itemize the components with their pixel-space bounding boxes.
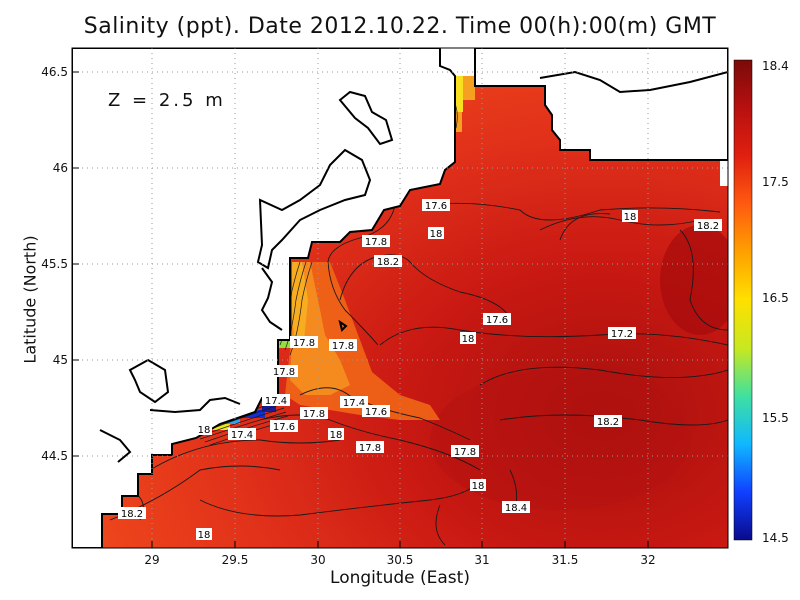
contour-label: 17.8 [293, 338, 315, 349]
contour-label: 17.8 [332, 341, 354, 352]
y-tick-label: 45 [53, 353, 68, 367]
colorbar-label: 14.5 [762, 531, 789, 545]
contour-label: 18 [462, 334, 475, 345]
contour-label-box [608, 327, 636, 339]
x-tick-label: 30.5 [387, 553, 414, 567]
contour-label-box [460, 332, 476, 344]
contour-lines [109, 202, 728, 546]
contour-label: 18.4 [505, 503, 527, 514]
map-title: Salinity (ppt). Date 2012.10.22. Time 00… [83, 14, 717, 39]
contour-label-box [362, 235, 390, 247]
contour-label: 17.6 [273, 422, 295, 433]
y-tick-label: 46.5 [41, 65, 68, 79]
contour-label-box [328, 428, 344, 440]
contour-label: 17.4 [343, 398, 365, 409]
contour-label-box [362, 405, 390, 417]
y-tick-label: 44.5 [41, 449, 68, 463]
contour-label: 18 [430, 229, 443, 240]
contour-label: 18 [330, 430, 343, 441]
x-axis-label: Longitude (East) [330, 568, 470, 588]
contour-label: 17.6 [365, 407, 387, 418]
x-tick-label: 29 [144, 553, 159, 567]
contour-label-box [329, 339, 357, 351]
contour-label-box [428, 227, 444, 239]
x-tick-label: 29.5 [222, 553, 249, 567]
contour-labels: 17.6 17.8 18 18.2 17.6 17.8 18 17.8 17.2 17.8 18 17… [118, 199, 722, 541]
contour-label-box [356, 441, 384, 453]
contour-label: 17.8 [359, 443, 381, 454]
contour-label: 18 [198, 425, 211, 436]
contour-label-box [196, 423, 212, 435]
contour-label: 18 [624, 212, 637, 223]
contour-label-box [422, 199, 450, 211]
contour-label-box [374, 255, 402, 267]
y-tick-label: 46 [53, 161, 68, 175]
colorbar-ticks: 18.4 17.5 16.5 15.5 14.5 [762, 59, 789, 545]
contour-label-box [483, 313, 511, 325]
contour-label-box [470, 479, 486, 491]
contour-label: 17.6 [486, 315, 508, 326]
contour-label: 17.8 [365, 237, 387, 248]
contour-label-box [622, 210, 638, 222]
contour-label: 17.8 [273, 367, 295, 378]
y-tick-label: 45.5 [41, 257, 68, 271]
x-tick-label: 32 [640, 553, 655, 567]
colorbar-label: 18.4 [762, 59, 789, 73]
x-tick-label: 30 [310, 553, 325, 567]
river-plume [292, 262, 308, 345]
contour-label-box [270, 420, 298, 432]
contour-label-box [594, 415, 622, 427]
fresh-water-cell [262, 404, 276, 412]
contour-label: 17.8 [454, 447, 476, 458]
contour-label: 18.2 [121, 509, 143, 520]
contour-label: 18.2 [597, 417, 619, 428]
high-salinity-core [660, 225, 728, 335]
contour-label: 17.4 [231, 430, 253, 441]
contour-label: 17.4 [265, 396, 287, 407]
contour-label-box [196, 528, 212, 540]
contour-label: 17.2 [611, 329, 633, 340]
x-tick-label: 31 [474, 553, 489, 567]
contour-label: 18.2 [697, 221, 719, 232]
high-salinity-core [430, 370, 690, 510]
y-axis-label: Latitude (North) [20, 235, 40, 364]
y-axis-ticks: 44.5 45 45.5 46 46.5 [41, 65, 79, 463]
contour-label-box [270, 365, 298, 377]
contour-label: 17.8 [303, 409, 325, 420]
contour-label-box [290, 336, 318, 348]
contour-label-box [228, 428, 256, 440]
contour-label-box [694, 219, 722, 231]
northern-plume [455, 76, 463, 112]
x-tick-label: 31.5 [552, 553, 579, 567]
contour-label-box [451, 445, 479, 457]
contour-label: 18.2 [377, 257, 399, 268]
contour-label-box [118, 507, 146, 519]
colorbar-label: 16.5 [762, 291, 789, 305]
colorbar-label: 15.5 [762, 411, 789, 425]
plot-area: 17.6 17.8 18 18.2 17.6 17.8 18 17.8 17.2 17.8 18 17… [72, 48, 728, 548]
contour-label-box [300, 407, 328, 419]
contour-label: 18 [198, 530, 211, 541]
x-axis-ticks: 29 29.5 30 30.5 31 31.5 32 [144, 541, 656, 567]
contour-label-box [340, 396, 368, 408]
depth-label: Z = 2.5 m [108, 90, 226, 111]
coastline [72, 48, 456, 548]
contour-label-box [262, 394, 290, 406]
colorbar [733, 59, 753, 541]
contour-label: 18 [472, 481, 485, 492]
colorbar-label: 17.5 [762, 175, 789, 189]
contour-label: 17.6 [425, 201, 447, 212]
inland-water [99, 70, 728, 463]
graticule [72, 48, 728, 548]
coastline [474, 48, 728, 161]
contour-label-box [502, 501, 530, 513]
